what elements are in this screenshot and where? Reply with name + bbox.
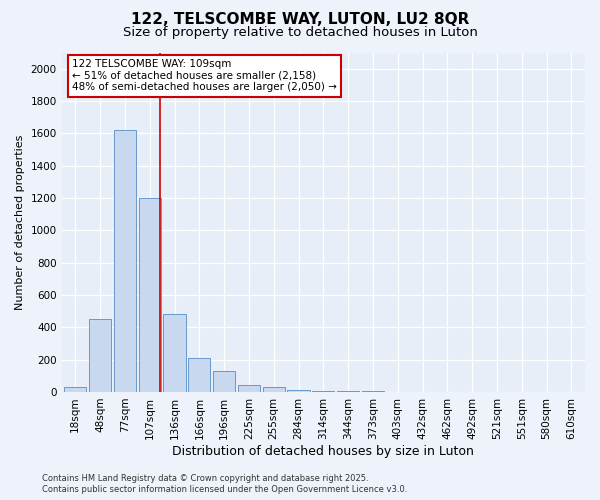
Text: 122, TELSCOMBE WAY, LUTON, LU2 8QR: 122, TELSCOMBE WAY, LUTON, LU2 8QR (131, 12, 469, 28)
Bar (114, 130, 136, 392)
X-axis label: Distribution of detached houses by size in Luton: Distribution of detached houses by size … (172, 444, 474, 458)
Bar (312, 390, 334, 392)
Y-axis label: Number of detached properties: Number of detached properties (15, 134, 25, 310)
Bar (213, 371, 235, 392)
Text: Contains HM Land Registry data © Crown copyright and database right 2025.
Contai: Contains HM Land Registry data © Crown c… (42, 474, 407, 494)
Bar (64, 387, 86, 392)
Bar (238, 384, 260, 392)
Bar (163, 314, 185, 392)
Bar (89, 319, 111, 392)
Bar (337, 391, 359, 392)
Text: Size of property relative to detached houses in Luton: Size of property relative to detached ho… (122, 26, 478, 39)
Text: 122 TELSCOMBE WAY: 109sqm
← 51% of detached houses are smaller (2,158)
48% of se: 122 TELSCOMBE WAY: 109sqm ← 51% of detac… (72, 60, 337, 92)
Bar (188, 358, 211, 392)
Bar (263, 387, 285, 392)
Bar (287, 390, 310, 392)
Bar (139, 198, 161, 392)
